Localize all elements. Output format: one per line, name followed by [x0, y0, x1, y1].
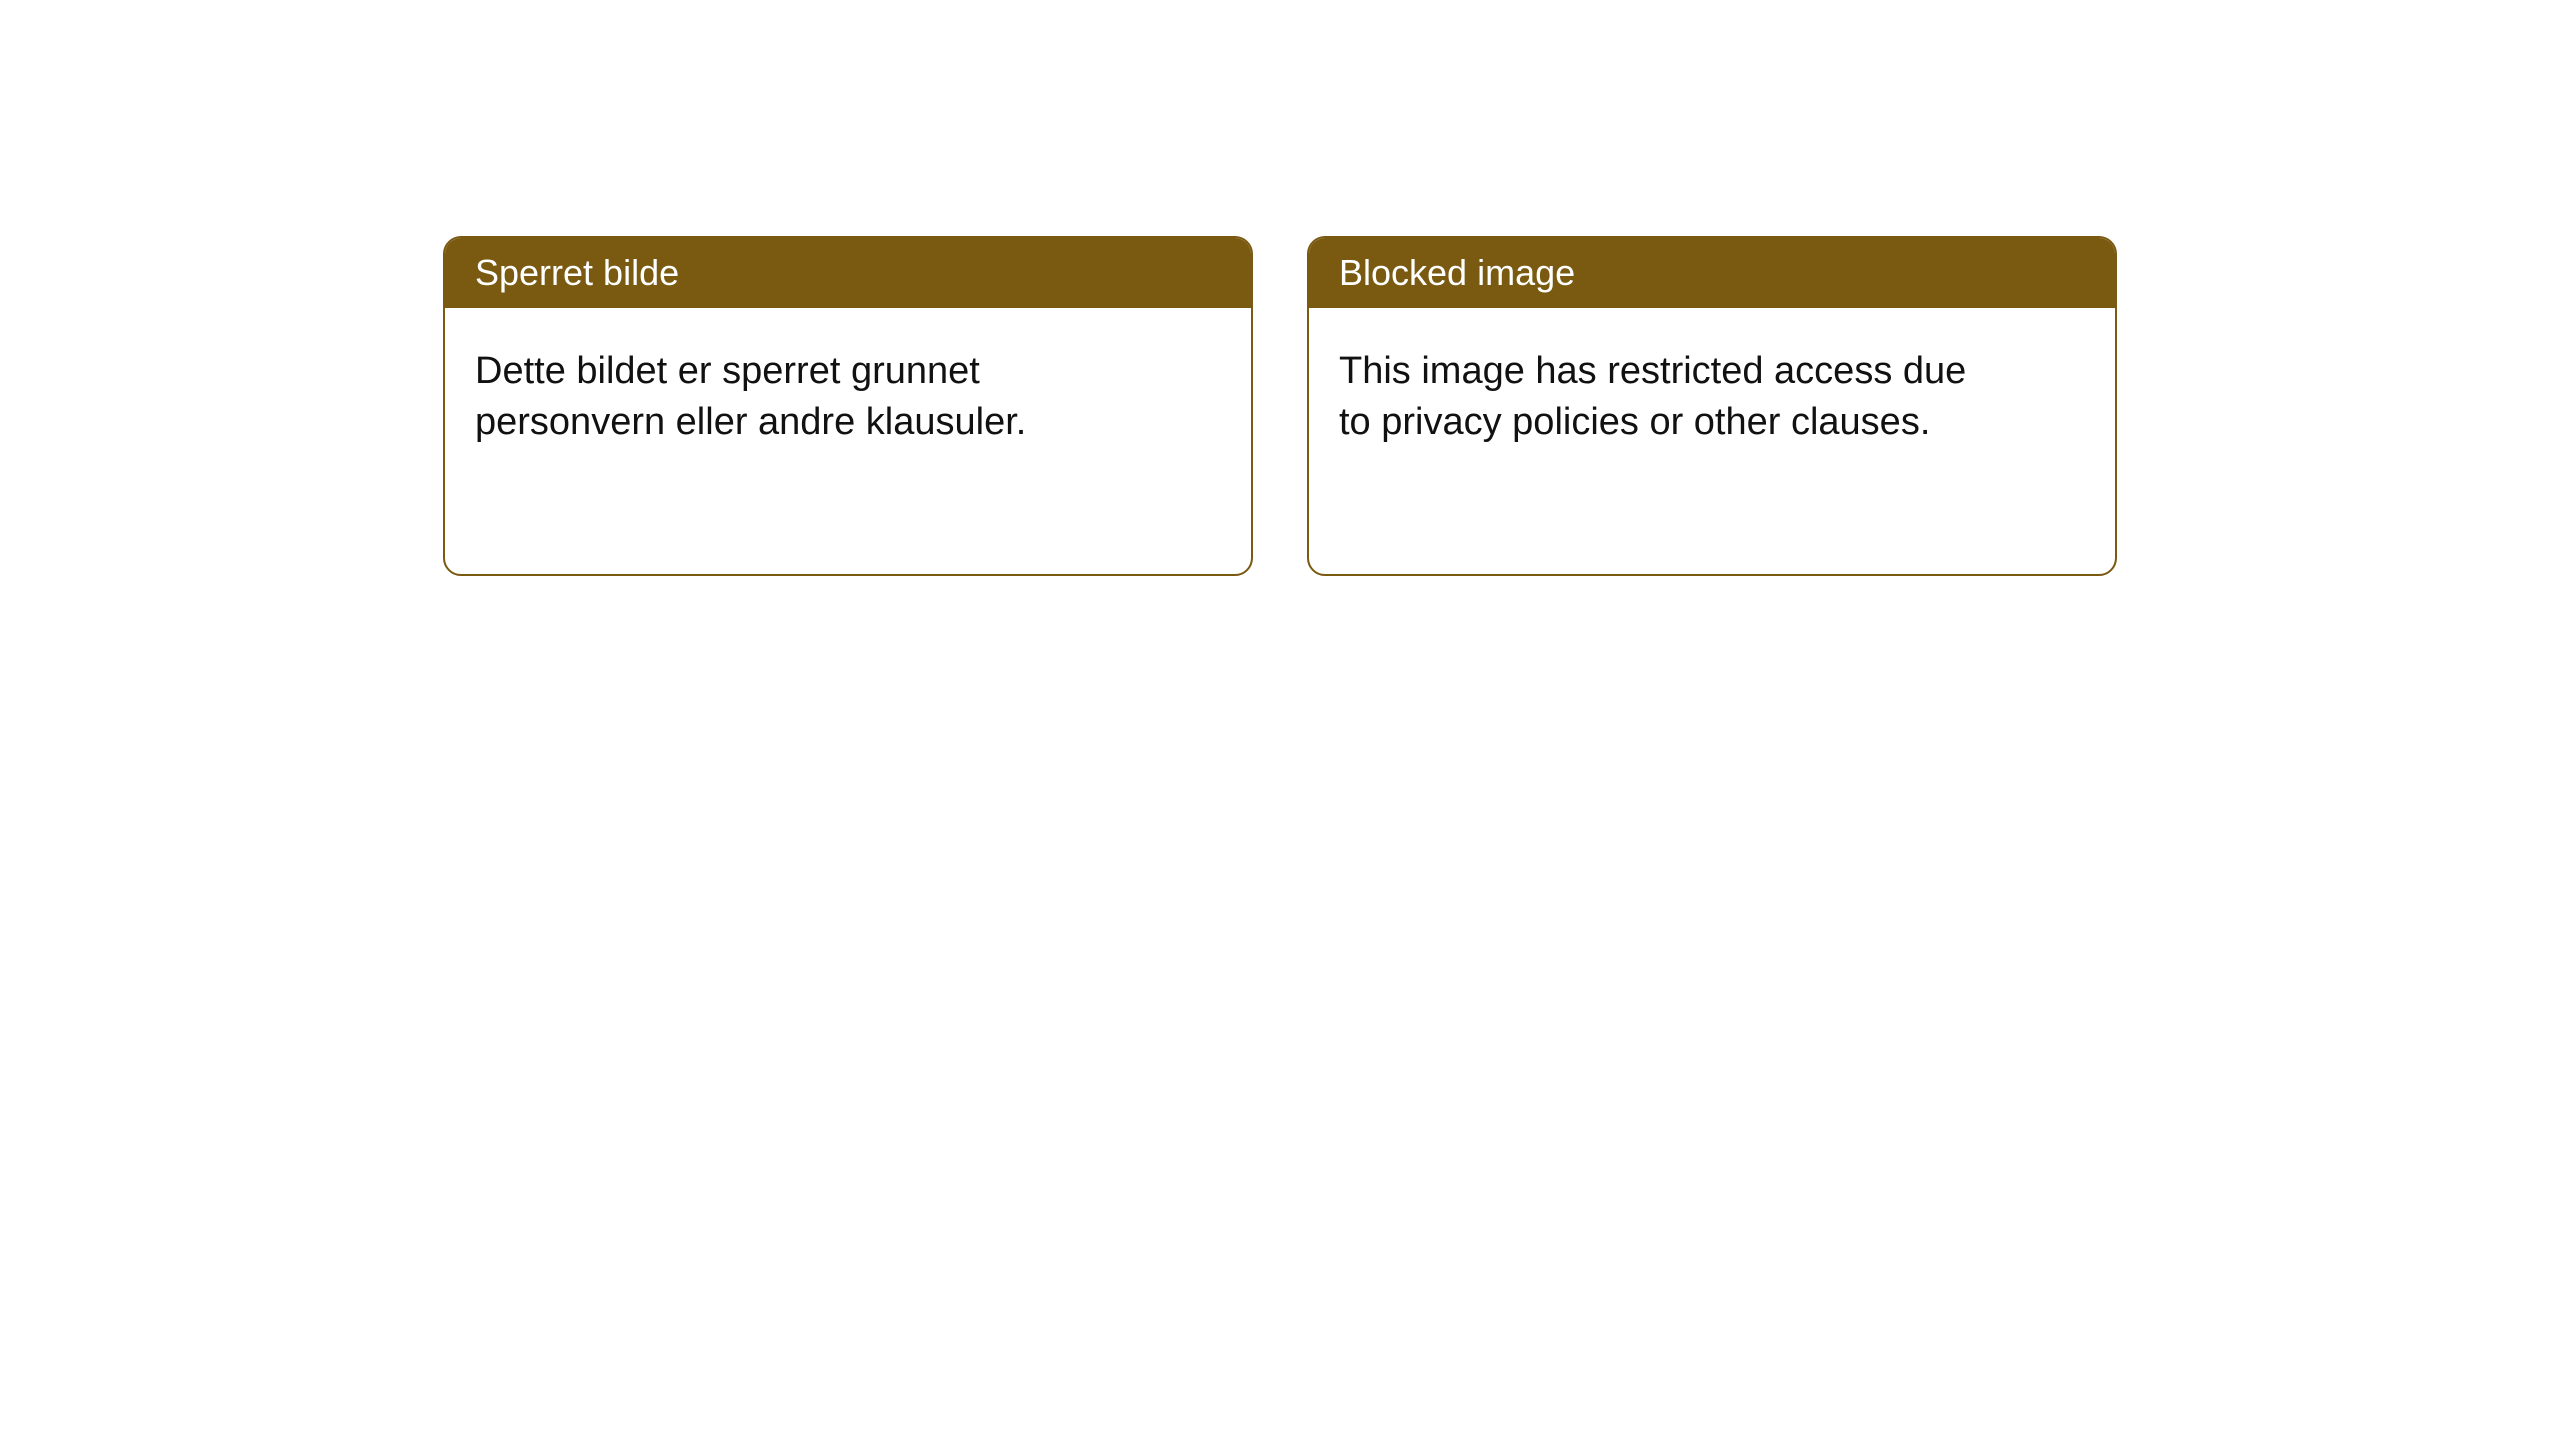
notice-title-no: Sperret bilde — [445, 238, 1251, 308]
notice-title-en: Blocked image — [1309, 238, 2115, 308]
notice-body-en: This image has restricted access due to … — [1309, 308, 2009, 487]
blocked-image-notice-no: Sperret bilde Dette bildet er sperret gr… — [443, 236, 1253, 576]
notice-container: Sperret bilde Dette bildet er sperret gr… — [443, 236, 2117, 1440]
blocked-image-notice-en: Blocked image This image has restricted … — [1307, 236, 2117, 576]
notice-body-no: Dette bildet er sperret grunnet personve… — [445, 308, 1145, 487]
